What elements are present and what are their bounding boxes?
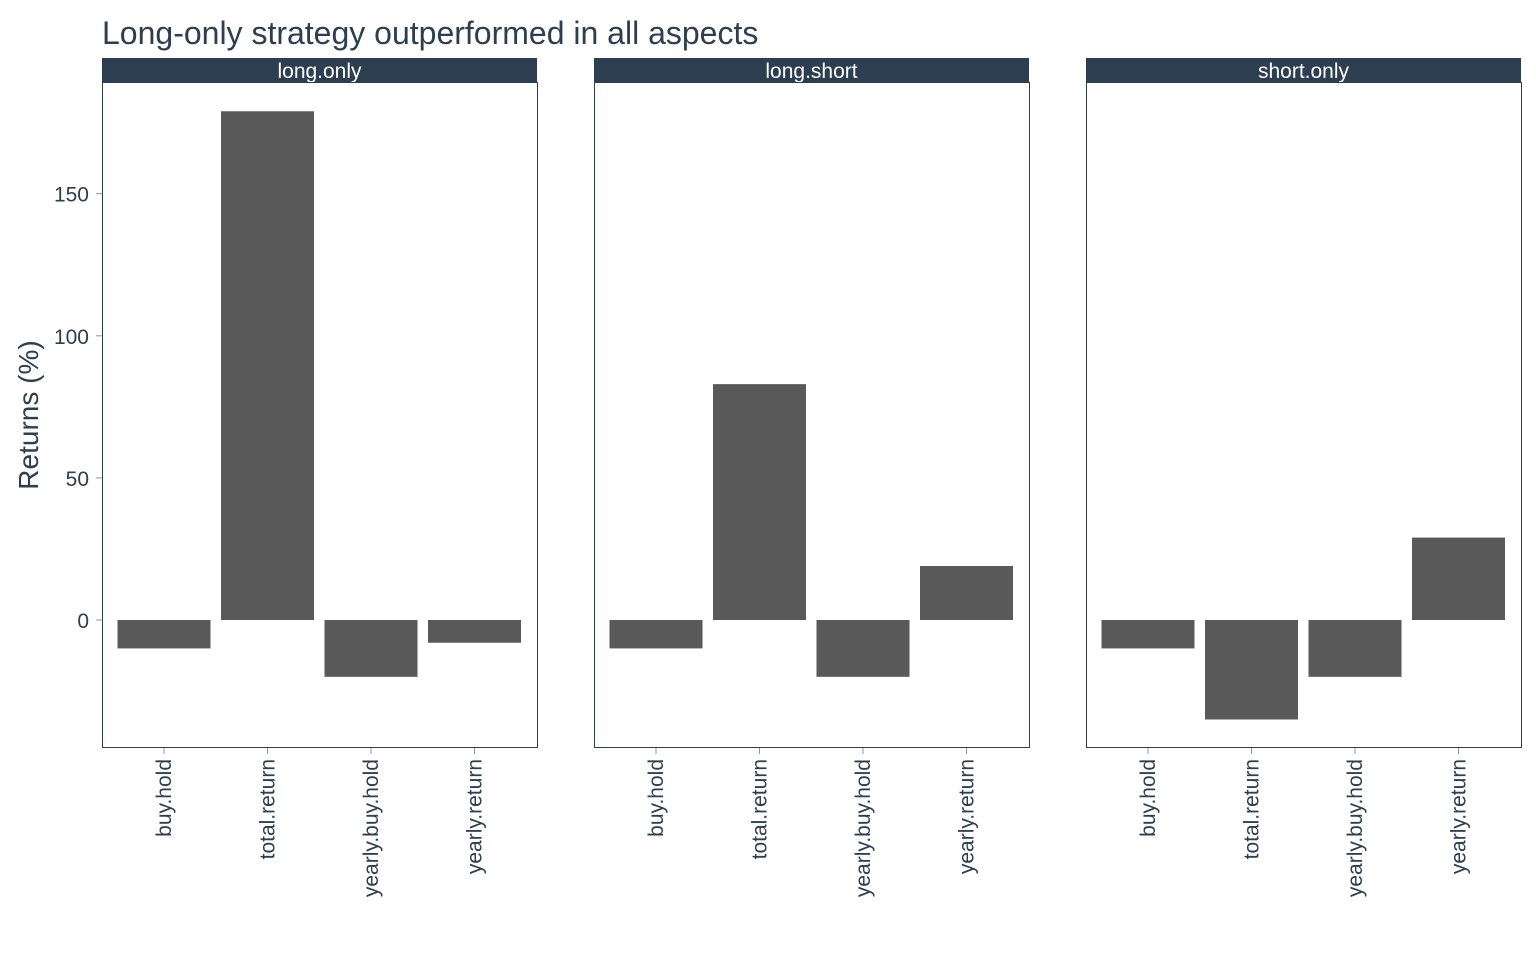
x-tick-label: yearly.return	[464, 759, 487, 874]
x-tick-label: buy.hold	[153, 759, 176, 837]
y-tick-label: 50	[66, 468, 89, 491]
panel-border	[102, 82, 538, 748]
y-tick-label: 100	[54, 326, 89, 349]
bar-yearly-buy-hold	[1308, 620, 1402, 677]
x-tick-label: total.return	[749, 759, 772, 859]
bar-buy-hold	[609, 620, 703, 649]
x-tick-label: yearly.return	[1448, 759, 1471, 874]
chart-title: Long-only strategy outperformed in all a…	[102, 15, 758, 51]
x-tick-label: total.return	[1241, 759, 1264, 859]
bar-yearly-buy-hold	[816, 620, 910, 677]
facet-strip	[594, 58, 1029, 82]
bar-total-return	[713, 384, 806, 620]
facet-strip	[102, 58, 537, 82]
panel-border	[594, 82, 1030, 748]
facet-panel-long-only: long.only buy.hold total.return yearly.buy.…	[102, 58, 538, 897]
x-tick-label: yearly.buy.hold	[1344, 759, 1367, 897]
panel-border	[1086, 82, 1522, 748]
bar-total-return	[221, 111, 314, 621]
x-tick-label: yearly.buy.hold	[360, 759, 383, 897]
x-tick-label: yearly.buy.hold	[852, 759, 875, 897]
bar-yearly-return	[1412, 537, 1505, 620]
y-axis-label: Returns (%)	[13, 340, 44, 489]
bar-buy-hold	[117, 620, 211, 649]
facet-panel-long-short: long.short buy.hold total.return yearly.buy…	[594, 58, 1030, 897]
y-tick-label: 150	[54, 184, 89, 207]
facet-strip	[1086, 58, 1521, 82]
facet-strip-label: long.short	[765, 60, 857, 83]
facet-panels: long.only buy.hold total.return yearly.buy.…	[102, 58, 1522, 897]
bar-total-return	[1205, 620, 1298, 720]
y-axis: 0 50 100 150	[54, 184, 102, 633]
facet-panel-short-only: short.only buy.hold total.return yearly.buy…	[1086, 58, 1522, 897]
bar-yearly-return	[920, 566, 1013, 620]
x-tick-label: buy.hold	[1137, 759, 1160, 837]
facet-strip-label: long.only	[277, 60, 362, 83]
bar-yearly-buy-hold	[324, 620, 418, 677]
bar-yearly-return	[428, 620, 521, 643]
x-tick-label: yearly.return	[956, 759, 979, 874]
x-tick-label: buy.hold	[645, 759, 668, 837]
bar-buy-hold	[1101, 620, 1195, 649]
facet-strip-label: short.only	[1258, 60, 1350, 83]
x-tick-label: total.return	[257, 759, 280, 859]
y-tick-label: 0	[77, 610, 89, 633]
